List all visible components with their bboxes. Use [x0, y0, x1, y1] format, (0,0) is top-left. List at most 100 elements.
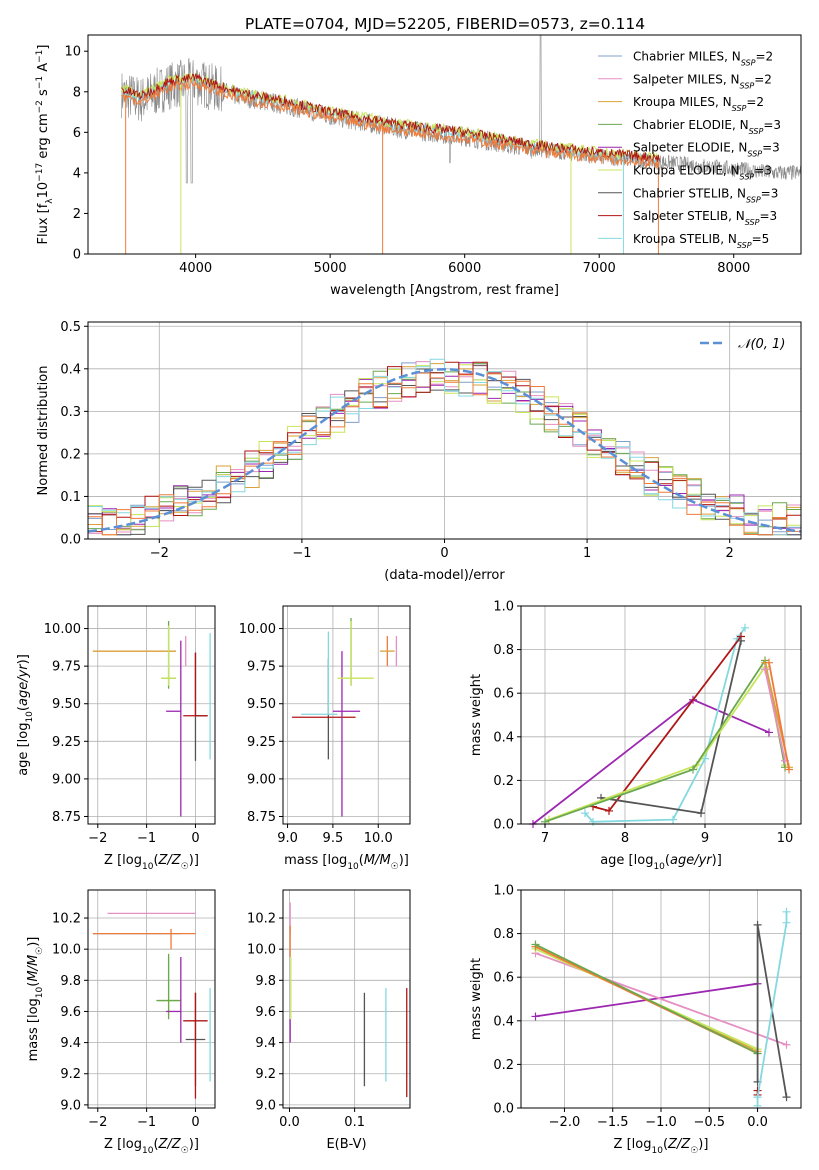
legend-name: Chabrier STELIB, N	[633, 186, 746, 200]
y-tick-label: 9.25	[247, 735, 276, 750]
label-part: λ	[45, 198, 55, 204]
y-tick-label: 0.0	[60, 533, 81, 548]
label-part: )]	[712, 853, 722, 868]
y-tick-label: 6	[73, 126, 81, 141]
y-tick-label: 0.1	[60, 490, 81, 505]
label-part: mass [log	[284, 853, 347, 868]
weight-marker	[669, 815, 677, 824]
y-tick-label: 1.0	[493, 884, 514, 899]
weight-marker	[782, 1040, 791, 1049]
x-tick-label: 4000	[179, 261, 212, 276]
axes-mass_vs_Z: −2 −1 09.09.29.49.69.810.010.2Z [log10(Z/Z…	[26, 889, 216, 1156]
spectrum-model	[121, 73, 660, 164]
y-axis-label: Normed distribution	[36, 366, 51, 496]
axes-residuals: −2 −1 0 1 2 0.0 0.1 0.2 0.3 0.4 0.5 (data-model)/er…	[36, 320, 802, 583]
legend-name: Salpeter ELODIE, N	[633, 141, 747, 155]
x-tick-label: 9	[701, 831, 709, 846]
label-part: A	[36, 63, 51, 76]
label-part: erg cm	[36, 113, 51, 162]
y-tick-label: 0.6	[493, 971, 514, 986]
label-part: s	[36, 89, 51, 100]
legend-nssp: =2	[754, 72, 772, 86]
x-tick-label: 1	[583, 546, 591, 561]
y-tick-label: 9.0	[60, 1098, 81, 1113]
x-tick-label: −1	[137, 831, 156, 846]
y-tick-label: 0.0	[493, 1102, 514, 1117]
y-tick-label: 0.3	[60, 405, 81, 420]
legend-nssp: =5	[752, 232, 770, 246]
gaussian-curve	[87, 368, 802, 533]
y-tick-label: 9.75	[52, 660, 81, 675]
label-part: (	[665, 853, 670, 868]
y-tick-label: 10.2	[247, 912, 276, 927]
x-tick-label: 5000	[314, 261, 347, 276]
y-tick-label: 9.50	[52, 697, 81, 712]
y-axis-label: mass weight	[469, 674, 484, 756]
y-axis-label: mass [log10(M/M☉)]	[26, 937, 45, 1062]
weight-marker	[753, 920, 762, 929]
weight-marker	[761, 665, 769, 674]
label-part: mass [log	[26, 998, 41, 1061]
y-tick-label: 0.4	[493, 730, 514, 745]
label-part: −1	[35, 76, 45, 89]
x-tick-label: 0.0	[747, 1115, 768, 1130]
legend-sub: SSP	[732, 104, 747, 113]
x-tick-label: 2	[726, 546, 734, 561]
label-part: age/yr	[16, 663, 31, 706]
y-tick-label: 0.8	[493, 643, 514, 658]
y-tick-label: 9.25	[52, 735, 81, 750]
legend-entry: Salpeter MILES, NSSP=2	[633, 72, 772, 90]
weight-line	[768, 662, 790, 770]
label-part: 10	[142, 862, 154, 872]
y-tick-label: 0.2	[493, 774, 514, 789]
y-tick-label: 10	[64, 45, 81, 60]
label-part: (	[153, 853, 158, 868]
legend-nssp: =2	[755, 50, 773, 64]
weight-line	[548, 664, 786, 821]
legend-entry: Salpeter STELIB, NSSP=3	[633, 209, 777, 227]
y-tick-label: 9.0	[255, 1098, 276, 1113]
axes-frame	[282, 889, 411, 1109]
weight-marker	[782, 1093, 791, 1102]
y-tick-label: 9.6	[255, 1005, 276, 1020]
legend-sub: SSP	[741, 58, 756, 67]
x-axis-label: Z [log10(Z/Z☉)]	[614, 1137, 709, 1156]
axes-age_vs_mass: 9.0 9.5 10.0 8.75 9.00 9.25 9.50 9.75 10.00 mass …	[239, 605, 411, 872]
label-part: )]	[399, 853, 409, 868]
label-part: 10	[36, 182, 51, 199]
y-tick-label: 0.0	[493, 818, 514, 833]
plot-area	[289, 902, 408, 1098]
y-tick-label: 9.6	[60, 1005, 81, 1020]
y-tick-label: 0	[73, 248, 81, 263]
x-tick-label: −1	[292, 546, 311, 561]
weight-line	[535, 943, 758, 1055]
y-tick-label: 9.4	[60, 1036, 81, 1051]
spectrum-data	[121, 34, 802, 184]
axes-frame	[520, 605, 802, 825]
x-tick-label: −2	[88, 831, 107, 846]
y-tick-label: 1.0	[493, 600, 514, 615]
x-tick-label: 7	[541, 831, 549, 846]
label-part: Z/Z	[667, 1137, 691, 1152]
x-axis-label: age [log10(age/yr)]	[600, 853, 722, 872]
x-tick-label: 0	[191, 831, 199, 846]
axes-frame	[282, 605, 411, 825]
label-part: ☉	[35, 947, 45, 955]
y-tick-label: 2	[73, 207, 81, 222]
plot-area	[531, 907, 791, 1110]
legend-sub: SSP	[749, 126, 764, 135]
label-part: 10	[142, 1146, 154, 1156]
label-part: )]	[189, 853, 199, 868]
label-part: −1	[35, 50, 45, 63]
legend-entry: Kroupa ELODIE, NSSP=3	[633, 164, 772, 182]
plot-area	[92, 621, 211, 817]
y-tick-label: 0.4	[60, 362, 81, 377]
x-tick-label: −1	[137, 1115, 156, 1130]
legend-name: Kroupa ELODIE, N	[633, 164, 740, 178]
label-part: −17	[35, 163, 45, 182]
label-part: 10	[35, 986, 45, 998]
x-tick-label: −2	[150, 546, 169, 561]
plot-area	[529, 623, 793, 828]
x-tick-label: 8000	[717, 261, 750, 276]
